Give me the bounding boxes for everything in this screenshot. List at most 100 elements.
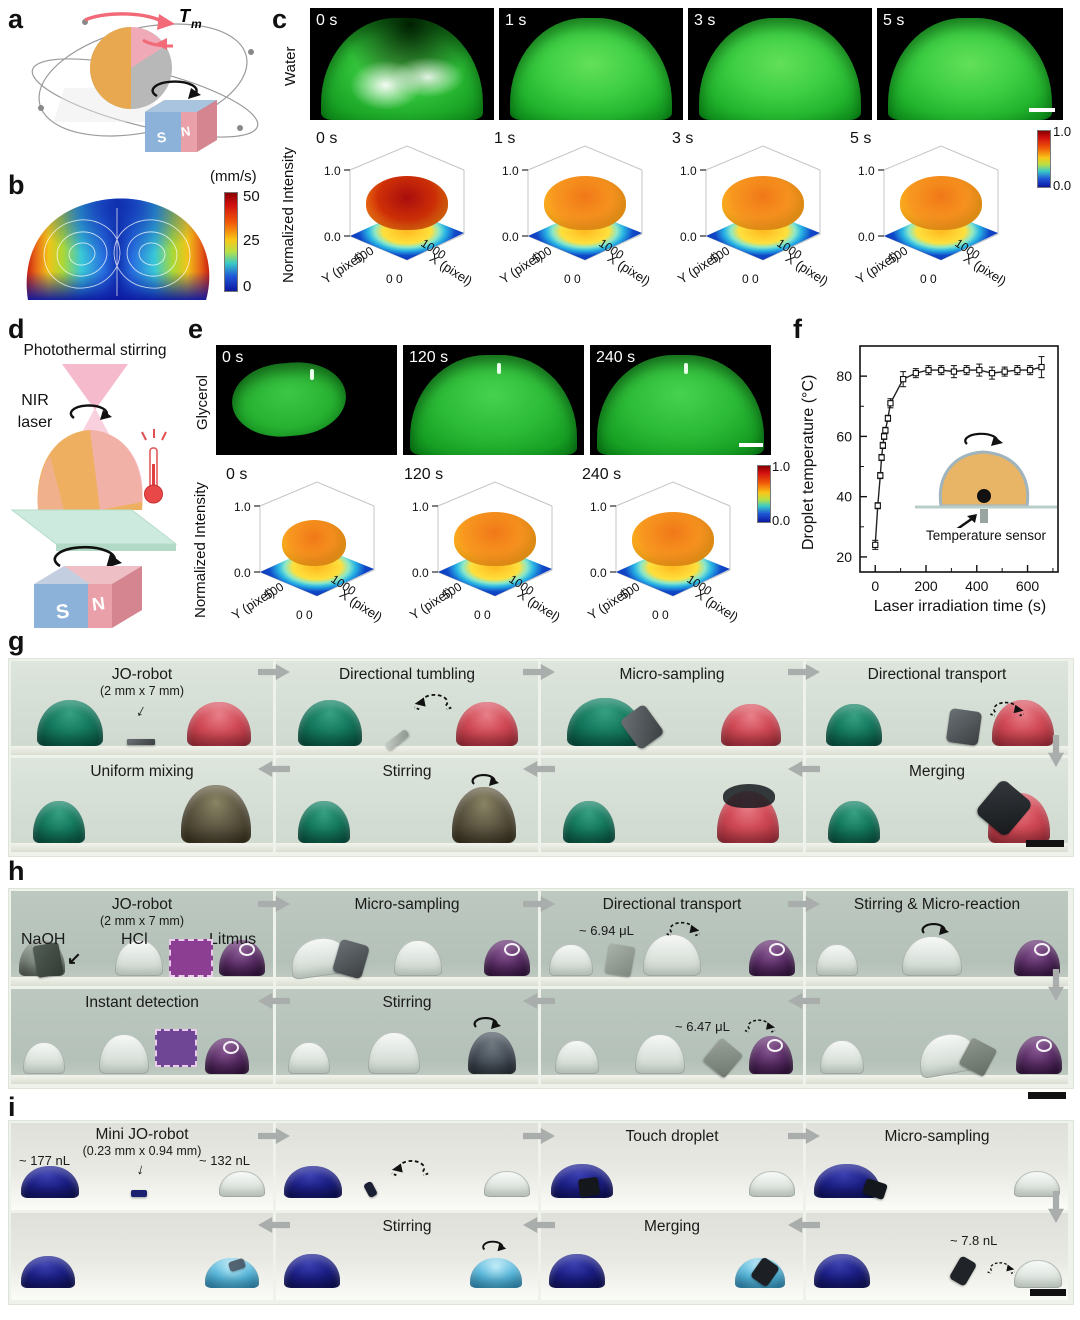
data-point [1026, 366, 1034, 374]
plot-box [859, 345, 1059, 573]
dashed-rotation-arrow-icon [743, 1017, 777, 1035]
jo-robot [604, 942, 636, 978]
data-point [887, 400, 894, 407]
scale-bar [739, 443, 763, 447]
data-point [884, 415, 892, 422]
nir-label-line2: laser [17, 414, 53, 431]
frame-title: Micro-sampling [619, 666, 725, 683]
z-tick-hi: 1.0 [502, 164, 519, 178]
frame-title: Micro-sampling [884, 1128, 990, 1145]
fluorescent-droplet [699, 18, 861, 120]
rotation-arrow-icon [472, 1015, 502, 1031]
magnet-north-label: N [180, 123, 191, 139]
panel-label-c: c [272, 4, 288, 34]
mini-jo-robot [363, 1180, 378, 1199]
surface-dome [544, 176, 626, 230]
e-intensity-ylabel: Normalized Intensity [192, 482, 209, 618]
clear-droplet [484, 1171, 530, 1197]
scale-bar [1028, 1092, 1066, 1099]
g-frame-uniform-mixing: Uniform mixing [11, 758, 273, 852]
h-frame-transport: Directional transport ~ 6.94 μL [541, 891, 803, 986]
fluorescent-droplet [321, 18, 483, 120]
frame-title: Merging [909, 763, 965, 780]
y-tick-label: 40 [836, 489, 852, 505]
flow-arrow-left-icon [523, 992, 555, 1010]
surface-dome [366, 176, 448, 230]
mini-jo-robot [131, 1190, 147, 1197]
z-tick-lo: 0.0 [858, 230, 875, 244]
stirred-droplet [452, 787, 516, 843]
plot-time-label: 3 s [672, 130, 694, 147]
volume-annotation: ~ 177 nL [19, 1153, 70, 1168]
time-label: 0 s [316, 12, 338, 29]
flow-arrow-left-icon [788, 1216, 820, 1234]
highlight-ring [769, 943, 785, 956]
hcl-droplet [635, 1034, 685, 1074]
panel-label-a: a [8, 4, 24, 34]
velocity-colorbar-title: (mm/s) [210, 168, 257, 185]
data-point [912, 369, 919, 377]
z-tick-lo: 0.0 [590, 566, 607, 580]
panel-label-e: e [188, 314, 204, 344]
z-tick-hi: 1.0 [680, 164, 697, 178]
velocity-colorbar [224, 192, 238, 292]
frame-title: Directional transport [867, 666, 1007, 683]
clear-droplet [1014, 1171, 1060, 1197]
fluorescent-droplet [597, 354, 764, 455]
photothermal-title: Photothermal stirring [23, 342, 167, 359]
highlight-ring [504, 943, 520, 956]
highlight-ring [1036, 1039, 1052, 1052]
glycerol-photo-0s: 0 s [216, 345, 397, 455]
plot-time-label: 120 s [404, 466, 444, 483]
plot-axes [700, 145, 821, 261]
intensity-surface-plot: 240 s 1.0 0.0 500 0 0 1000 Y (pixel) X (pixel) [580, 460, 752, 638]
data-point [872, 541, 879, 549]
frame-title: Stirring [382, 1218, 432, 1235]
flow-arrow-down-icon [1047, 735, 1065, 767]
x-tick-label: 400 [965, 578, 989, 594]
rotation-arrow-icon [480, 1239, 508, 1253]
clear-droplet [749, 1171, 795, 1197]
temperature-chart: 0 200 400 600 20 40 60 80 [836, 345, 1059, 594]
stirred-droplet [470, 1258, 522, 1288]
hcl-label: HCl [121, 931, 148, 948]
green-droplet [37, 700, 103, 746]
frame-subtitle: (2 mm x 7 mm) [99, 914, 185, 928]
time-label: 5 s [883, 12, 905, 29]
i-frame-mixed [11, 1213, 273, 1300]
mini-jo-robot [948, 1255, 978, 1287]
water-photo-5s: 5 s [877, 8, 1063, 120]
hcl-droplet [368, 1032, 420, 1074]
plot-time-label: 0 s [226, 466, 248, 483]
clear-droplet [219, 1171, 265, 1197]
z-tick-hi: 1.0 [324, 164, 341, 178]
surface-dome [900, 176, 982, 230]
temperature-sensor-label: Temperature sensor [925, 528, 1047, 543]
frame-title: Instant detection [85, 994, 199, 1011]
frame-title: Uniform mixing [90, 763, 194, 780]
fluorescent-droplet [510, 18, 672, 120]
time-label: 3 s [694, 12, 716, 29]
stirred-droplet [468, 1032, 516, 1074]
frame-title: Directional tumbling [338, 666, 476, 683]
red-droplet [187, 702, 251, 746]
frame-title: Stirring [382, 994, 432, 1011]
flow-arrow-right-icon [788, 663, 820, 681]
velocity-tick-25: 25 [243, 232, 260, 249]
plot-axes [610, 481, 731, 597]
z-tick-hi: 1.0 [234, 500, 251, 514]
data-point [1038, 363, 1045, 371]
time-label: 120 s [409, 349, 449, 366]
i-frame-mini-robot: Mini JO-robot (0.23 mm x 0.94 mm) ~ 177 … [11, 1123, 273, 1210]
i-frame-touch-droplet: Touch droplet [541, 1123, 803, 1210]
x-tick-label: 200 [914, 578, 938, 594]
y-tick-label: 60 [836, 428, 852, 444]
i-frame-merging: Merging [541, 1213, 803, 1300]
y-tick-label: 20 [836, 549, 852, 565]
i-frame-micro-sampling: Micro-sampling [806, 1123, 1068, 1210]
frame-title: JO-robot [111, 666, 173, 683]
data-point [878, 454, 885, 461]
c-colorbar-lo: 0.0 [1053, 178, 1072, 193]
g-frame-micro-sampling: Micro-sampling [541, 661, 803, 755]
frame-title: Stirring & Micro-reaction [853, 896, 1021, 913]
